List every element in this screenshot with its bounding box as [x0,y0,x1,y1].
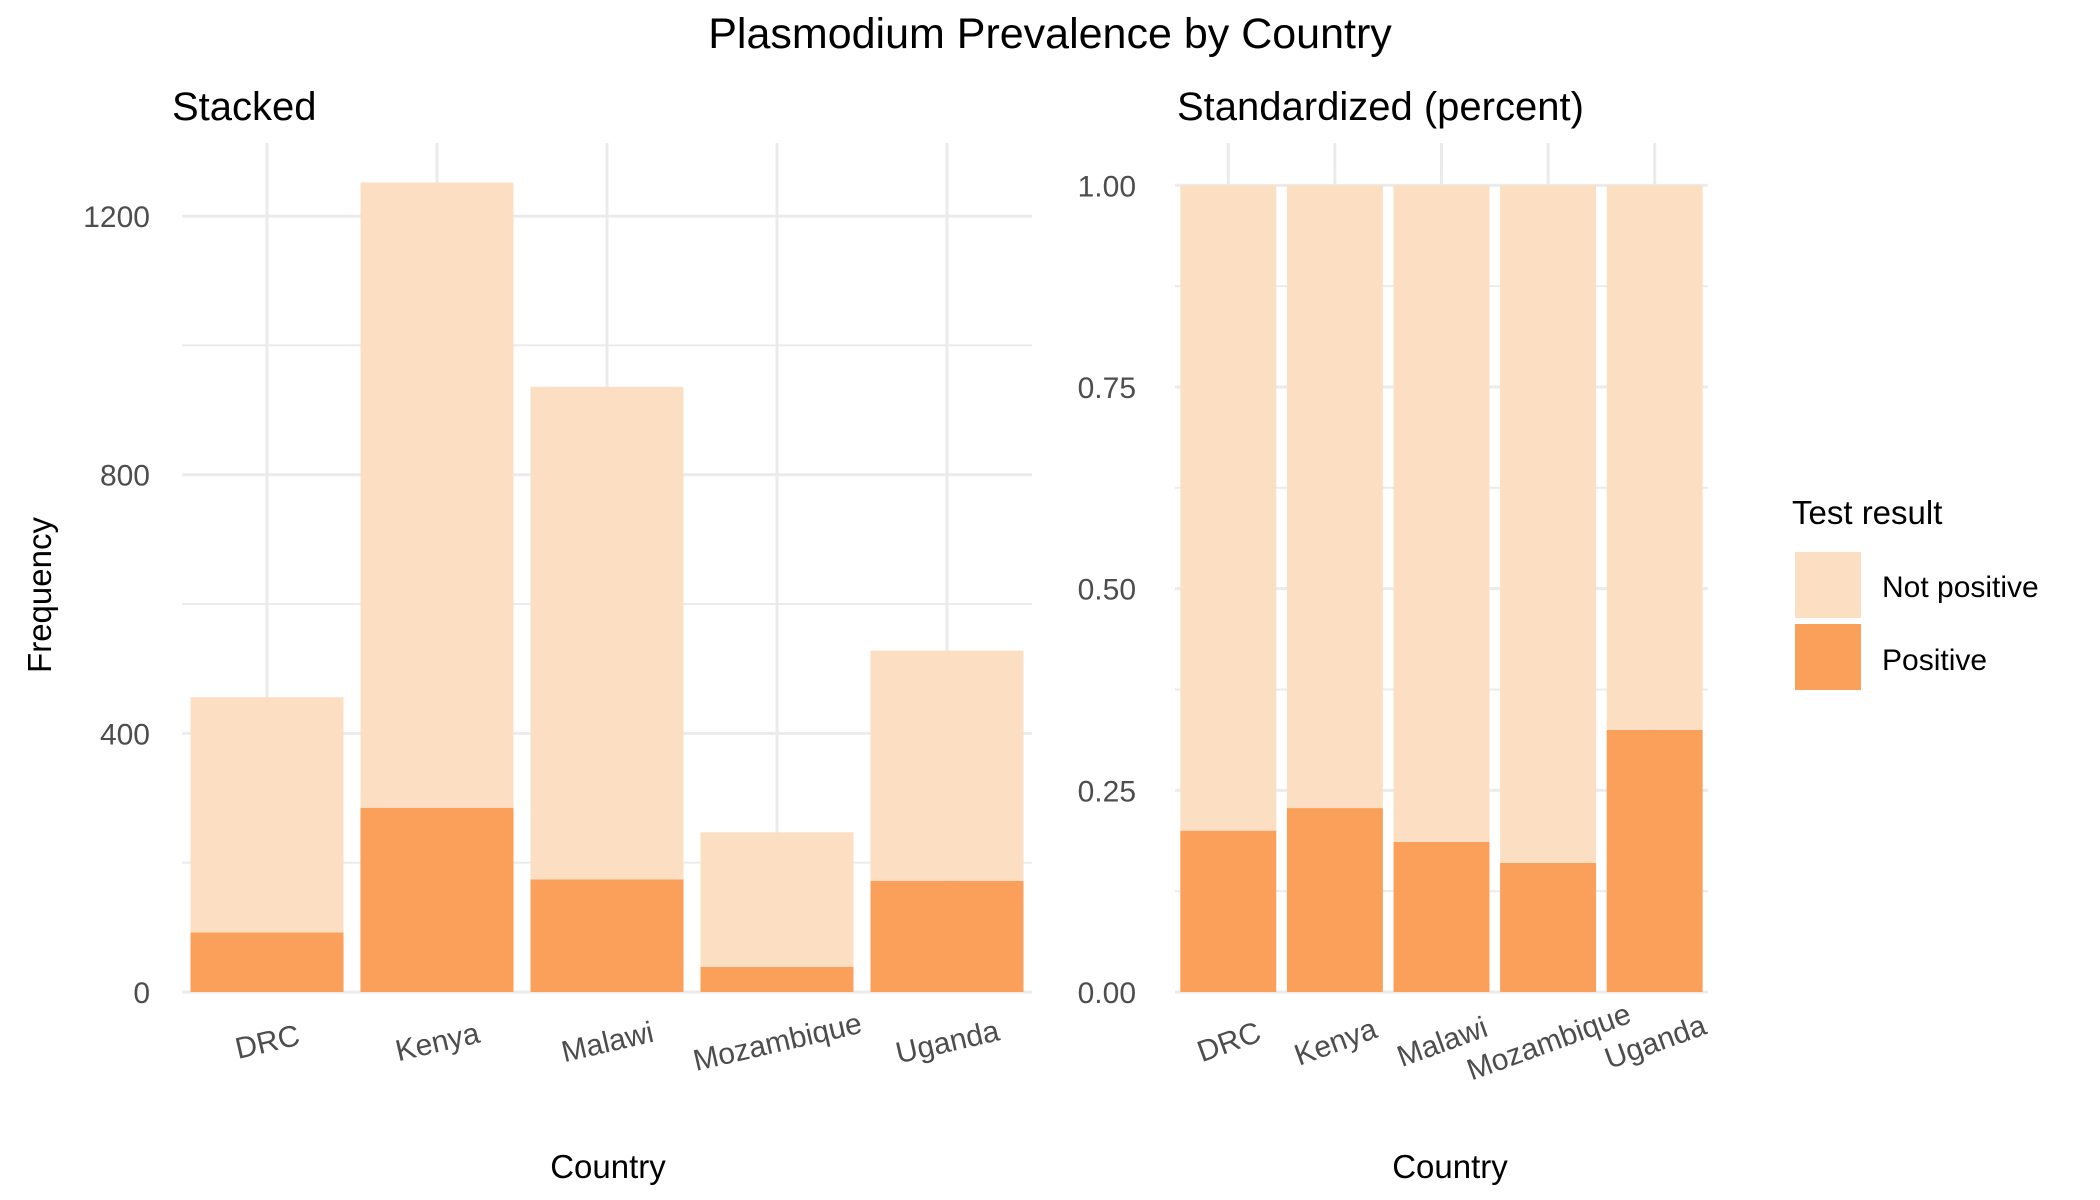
standardized-bar-positive [1286,808,1383,992]
stacked-bar-not-positive [360,182,514,808]
standardized-x-tick-label: DRC [1193,1016,1265,1069]
stacked-bar-positive [530,879,684,992]
stacked-x-tick-label: Kenya [392,1017,483,1068]
stacked-bars [190,182,1024,992]
standardized-bar-positive [1606,729,1703,992]
stacked-panel-title: Stacked [172,85,317,129]
stacked-bar-positive [700,966,854,992]
standardized-y-tick-label: 0.25 [1078,775,1136,808]
legend-title: Test result [1792,494,1942,531]
stacked-bar-positive [870,880,1024,992]
standardized-bar-positive [1393,841,1490,992]
chart-title: Plasmodium Prevalence by Country [708,10,1392,58]
stacked-y-axis-title: Frequency [21,517,58,673]
stacked-y-tick-label: 400 [100,718,150,751]
stacked-bar-not-positive [190,697,344,933]
standardized-y-tick-label: 1.00 [1078,170,1136,203]
stacked-bar-not-positive [870,650,1024,881]
standardized-y-tick-label: 0.50 [1078,574,1136,607]
stacked-y-tick-label: 0 [133,977,150,1010]
standardized-bar-not-positive [1180,185,1277,831]
stacked-x-tick-label: DRC [232,1019,303,1066]
stacked-bar-positive [190,932,344,992]
stacked-panel: Stacked Country Frequency 0 400 800 1200 DRC… [21,85,1032,1185]
stacked-x-tick-label: Uganda [893,1014,1003,1070]
legend-label-positive: Positive [1882,644,1987,677]
legend-swatch-positive [1795,624,1861,690]
stacked-bar-not-positive [530,386,684,880]
standardized-bar-positive [1500,862,1597,992]
stacked-x-tick-label: Malawi [558,1016,656,1069]
legend-label-not-positive: Not positive [1882,571,2039,604]
standardized-bars [1180,185,1703,992]
stacked-bar-not-positive [700,832,854,967]
standardized-panel-title: Standardized (percent) [1177,85,1584,129]
standardized-x-axis-title: Country [1392,1148,1508,1185]
standardized-bar-not-positive [1500,185,1597,863]
standardized-bar-not-positive [1393,185,1490,842]
standardized-bar-not-positive [1606,185,1703,730]
standardized-panel: Standardized (percent) Country 0.00 0.25 0… [1078,85,1711,1185]
legend: Test result Not positive Positive [1792,494,2039,690]
standardized-bar-not-positive [1286,185,1383,809]
standardized-y-tick-label: 0.75 [1078,372,1136,405]
stacked-y-tick-label: 800 [100,460,150,493]
standardized-bar-positive [1180,830,1277,992]
stacked-bar-positive [360,807,514,992]
stacked-y-tick-label: 1200 [83,201,150,234]
stacked-x-tick-label: Mozambique [690,1007,865,1078]
stacked-x-axis-title: Country [550,1148,666,1185]
legend-swatch-not-positive [1795,552,1861,618]
standardized-x-tick-label: Kenya [1290,1012,1382,1072]
standardized-y-tick-label: 0.00 [1078,977,1136,1010]
